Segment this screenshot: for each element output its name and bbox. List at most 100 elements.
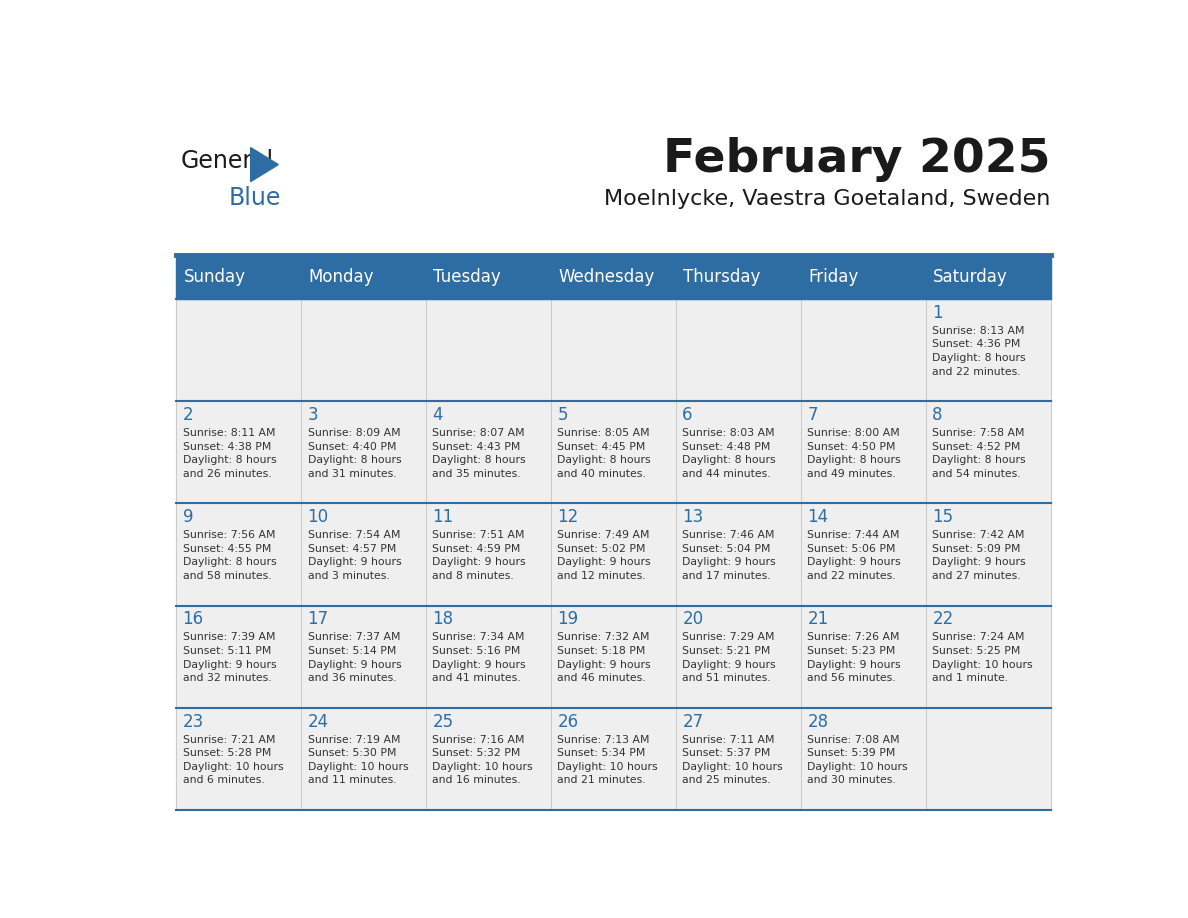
Text: Sunrise: 7:13 AM
Sunset: 5:34 PM
Daylight: 10 hours
and 21 minutes.: Sunrise: 7:13 AM Sunset: 5:34 PM Dayligh… (557, 734, 658, 786)
Text: Sunday: Sunday (183, 268, 246, 286)
Bar (676, 503, 801, 606)
Bar (301, 503, 426, 606)
Bar (176, 255, 1051, 299)
Bar (676, 299, 801, 401)
Bar (301, 606, 426, 708)
Text: 16: 16 (183, 610, 203, 629)
Bar (426, 401, 551, 503)
Text: Tuesday: Tuesday (434, 268, 501, 286)
Text: 21: 21 (808, 610, 828, 629)
Text: Sunrise: 8:09 AM
Sunset: 4:40 PM
Daylight: 8 hours
and 31 minutes.: Sunrise: 8:09 AM Sunset: 4:40 PM Dayligh… (308, 428, 402, 479)
Text: Saturday: Saturday (934, 268, 1007, 286)
Text: 9: 9 (183, 509, 194, 526)
Text: Sunrise: 7:46 AM
Sunset: 5:04 PM
Daylight: 9 hours
and 17 minutes.: Sunrise: 7:46 AM Sunset: 5:04 PM Dayligh… (682, 531, 776, 581)
Bar (551, 503, 676, 606)
Text: 1: 1 (933, 304, 943, 322)
Text: 3: 3 (308, 406, 318, 424)
Bar (426, 503, 551, 606)
Bar (176, 708, 301, 810)
Bar (426, 708, 551, 810)
Bar (925, 503, 1051, 606)
Text: General: General (181, 149, 274, 173)
Text: February 2025: February 2025 (663, 137, 1051, 182)
Text: 22: 22 (933, 610, 954, 629)
Text: Sunrise: 7:32 AM
Sunset: 5:18 PM
Daylight: 9 hours
and 46 minutes.: Sunrise: 7:32 AM Sunset: 5:18 PM Dayligh… (557, 633, 651, 683)
Text: Sunrise: 7:24 AM
Sunset: 5:25 PM
Daylight: 10 hours
and 1 minute.: Sunrise: 7:24 AM Sunset: 5:25 PM Dayligh… (933, 633, 1032, 683)
Text: Sunrise: 7:29 AM
Sunset: 5:21 PM
Daylight: 9 hours
and 51 minutes.: Sunrise: 7:29 AM Sunset: 5:21 PM Dayligh… (682, 633, 776, 683)
Text: Moelnlycke, Vaestra Goetaland, Sweden: Moelnlycke, Vaestra Goetaland, Sweden (605, 189, 1051, 209)
Text: Sunrise: 7:37 AM
Sunset: 5:14 PM
Daylight: 9 hours
and 36 minutes.: Sunrise: 7:37 AM Sunset: 5:14 PM Dayligh… (308, 633, 402, 683)
Polygon shape (251, 148, 278, 182)
Bar (176, 606, 301, 708)
Text: Sunrise: 7:44 AM
Sunset: 5:06 PM
Daylight: 9 hours
and 22 minutes.: Sunrise: 7:44 AM Sunset: 5:06 PM Dayligh… (808, 531, 901, 581)
Bar (176, 299, 301, 401)
Text: 24: 24 (308, 712, 329, 731)
Text: Sunrise: 8:03 AM
Sunset: 4:48 PM
Daylight: 8 hours
and 44 minutes.: Sunrise: 8:03 AM Sunset: 4:48 PM Dayligh… (682, 428, 776, 479)
Text: 11: 11 (432, 509, 454, 526)
Text: 14: 14 (808, 509, 828, 526)
Bar (426, 299, 551, 401)
Bar (801, 299, 925, 401)
Text: Sunrise: 7:19 AM
Sunset: 5:30 PM
Daylight: 10 hours
and 11 minutes.: Sunrise: 7:19 AM Sunset: 5:30 PM Dayligh… (308, 734, 409, 786)
Bar (301, 299, 426, 401)
Bar (801, 606, 925, 708)
Bar (676, 401, 801, 503)
Text: Sunrise: 7:58 AM
Sunset: 4:52 PM
Daylight: 8 hours
and 54 minutes.: Sunrise: 7:58 AM Sunset: 4:52 PM Dayligh… (933, 428, 1026, 479)
Text: Sunrise: 7:49 AM
Sunset: 5:02 PM
Daylight: 9 hours
and 12 minutes.: Sunrise: 7:49 AM Sunset: 5:02 PM Dayligh… (557, 531, 651, 581)
Text: Sunrise: 7:16 AM
Sunset: 5:32 PM
Daylight: 10 hours
and 16 minutes.: Sunrise: 7:16 AM Sunset: 5:32 PM Dayligh… (432, 734, 533, 786)
Text: 26: 26 (557, 712, 579, 731)
Text: 7: 7 (808, 406, 817, 424)
Text: Sunrise: 8:13 AM
Sunset: 4:36 PM
Daylight: 8 hours
and 22 minutes.: Sunrise: 8:13 AM Sunset: 4:36 PM Dayligh… (933, 326, 1026, 376)
Text: Sunrise: 8:07 AM
Sunset: 4:43 PM
Daylight: 8 hours
and 35 minutes.: Sunrise: 8:07 AM Sunset: 4:43 PM Dayligh… (432, 428, 526, 479)
Text: Sunrise: 7:56 AM
Sunset: 4:55 PM
Daylight: 8 hours
and 58 minutes.: Sunrise: 7:56 AM Sunset: 4:55 PM Dayligh… (183, 531, 276, 581)
Text: 17: 17 (308, 610, 329, 629)
Text: 23: 23 (183, 712, 204, 731)
Text: Sunrise: 7:08 AM
Sunset: 5:39 PM
Daylight: 10 hours
and 30 minutes.: Sunrise: 7:08 AM Sunset: 5:39 PM Dayligh… (808, 734, 908, 786)
Text: 13: 13 (682, 509, 703, 526)
Text: Sunrise: 7:21 AM
Sunset: 5:28 PM
Daylight: 10 hours
and 6 minutes.: Sunrise: 7:21 AM Sunset: 5:28 PM Dayligh… (183, 734, 283, 786)
Text: Sunrise: 7:11 AM
Sunset: 5:37 PM
Daylight: 10 hours
and 25 minutes.: Sunrise: 7:11 AM Sunset: 5:37 PM Dayligh… (682, 734, 783, 786)
Bar (551, 708, 676, 810)
Bar (301, 401, 426, 503)
Text: Sunrise: 7:42 AM
Sunset: 5:09 PM
Daylight: 9 hours
and 27 minutes.: Sunrise: 7:42 AM Sunset: 5:09 PM Dayligh… (933, 531, 1026, 581)
Text: Sunrise: 7:39 AM
Sunset: 5:11 PM
Daylight: 9 hours
and 32 minutes.: Sunrise: 7:39 AM Sunset: 5:11 PM Dayligh… (183, 633, 276, 683)
Text: Blue: Blue (228, 185, 282, 210)
Bar (301, 708, 426, 810)
Bar (176, 503, 301, 606)
Text: Thursday: Thursday (683, 268, 760, 286)
Text: 5: 5 (557, 406, 568, 424)
Bar (801, 503, 925, 606)
Bar (551, 299, 676, 401)
Text: Sunrise: 8:00 AM
Sunset: 4:50 PM
Daylight: 8 hours
and 49 minutes.: Sunrise: 8:00 AM Sunset: 4:50 PM Dayligh… (808, 428, 901, 479)
Text: Sunrise: 8:11 AM
Sunset: 4:38 PM
Daylight: 8 hours
and 26 minutes.: Sunrise: 8:11 AM Sunset: 4:38 PM Dayligh… (183, 428, 276, 479)
Text: 20: 20 (682, 610, 703, 629)
Bar (925, 401, 1051, 503)
Bar (551, 606, 676, 708)
Text: Friday: Friday (808, 268, 859, 286)
Text: Sunrise: 7:51 AM
Sunset: 4:59 PM
Daylight: 9 hours
and 8 minutes.: Sunrise: 7:51 AM Sunset: 4:59 PM Dayligh… (432, 531, 526, 581)
Text: 12: 12 (557, 509, 579, 526)
Text: 18: 18 (432, 610, 454, 629)
Bar (801, 401, 925, 503)
Text: 25: 25 (432, 712, 454, 731)
Text: Sunrise: 7:26 AM
Sunset: 5:23 PM
Daylight: 9 hours
and 56 minutes.: Sunrise: 7:26 AM Sunset: 5:23 PM Dayligh… (808, 633, 901, 683)
Bar (925, 606, 1051, 708)
Bar (925, 708, 1051, 810)
Bar (676, 606, 801, 708)
Text: 8: 8 (933, 406, 943, 424)
Text: 27: 27 (682, 712, 703, 731)
Bar (801, 708, 925, 810)
Text: 19: 19 (557, 610, 579, 629)
Bar (925, 299, 1051, 401)
Text: Sunrise: 8:05 AM
Sunset: 4:45 PM
Daylight: 8 hours
and 40 minutes.: Sunrise: 8:05 AM Sunset: 4:45 PM Dayligh… (557, 428, 651, 479)
Text: 10: 10 (308, 509, 329, 526)
Text: 4: 4 (432, 406, 443, 424)
Text: 2: 2 (183, 406, 194, 424)
Text: 6: 6 (682, 406, 693, 424)
Text: Wednesday: Wednesday (558, 268, 655, 286)
Text: Sunrise: 7:54 AM
Sunset: 4:57 PM
Daylight: 9 hours
and 3 minutes.: Sunrise: 7:54 AM Sunset: 4:57 PM Dayligh… (308, 531, 402, 581)
Bar (676, 708, 801, 810)
Text: Monday: Monday (309, 268, 374, 286)
Text: 15: 15 (933, 509, 954, 526)
Bar (176, 401, 301, 503)
